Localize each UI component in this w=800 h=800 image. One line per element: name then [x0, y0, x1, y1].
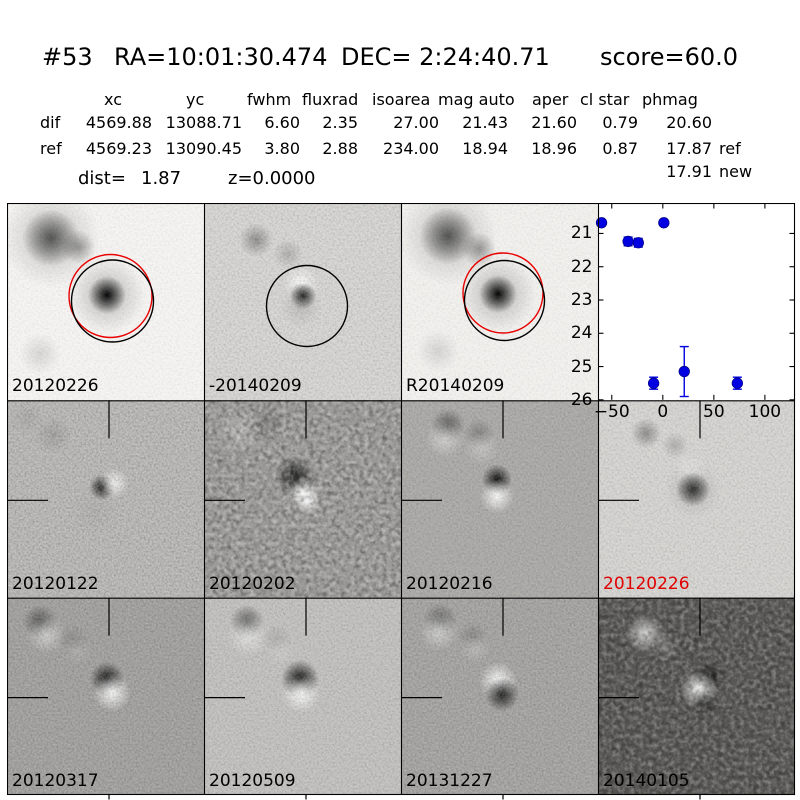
- x-tick-label-100: 100: [748, 401, 782, 422]
- cutout-label-20120317: 20120317: [12, 770, 99, 791]
- cell-ref-mag-auto: 18.94: [462, 139, 508, 158]
- data-point: [658, 217, 670, 229]
- cell-ref-cl-star: 0.87: [602, 139, 638, 158]
- cutout-figure: 20120226 -20140209 R20140209 20120122 201202…: [7, 203, 796, 800]
- dist-label: dist=: [78, 168, 126, 189]
- column-header-cl-star: cl star: [580, 90, 630, 109]
- aperture-circle: [68, 253, 153, 339]
- column-header-isoarea: isoarea: [372, 90, 431, 109]
- cutout-label-20120202: 20120202: [209, 573, 296, 594]
- data-point: [595, 217, 608, 229]
- cutout-panel-1-2: [401, 400, 598, 598]
- cell-ref-fwhm: 3.80: [264, 139, 300, 158]
- cutout-label-20120216: 20120216: [406, 573, 493, 594]
- cutout-label-20120509: 20120509: [209, 770, 296, 791]
- column-header-yc: yc: [186, 90, 205, 109]
- data-point: [622, 235, 634, 248]
- cell-dif-mag-auto: 21.43: [462, 113, 508, 132]
- cutout-label-20131227: 20131227: [406, 770, 493, 791]
- object-ra: RA=10:01:30.474: [114, 43, 328, 71]
- panel-borders: [7, 203, 796, 796]
- y-tick-label-22: 22: [570, 256, 593, 277]
- y-tick-label-24: 24: [570, 323, 593, 344]
- x-tick-label--50: −50: [593, 401, 630, 422]
- object-id: #53: [42, 43, 93, 71]
- dist-value: 1.87: [141, 168, 182, 189]
- column-header-fwhm: fwhm: [247, 90, 292, 109]
- column-header-mag-auto: mag auto: [438, 90, 515, 109]
- aperture-circle: [462, 252, 544, 334]
- column-header-fluxrad: fluxrad: [302, 90, 359, 109]
- cutout-panel-0-2: [398, 203, 598, 401]
- cutout-label--20140209: -20140209: [209, 376, 302, 397]
- cell-dif-isoarea: 27.00: [393, 113, 439, 132]
- cell-ref-phmag: 17.87: [666, 139, 712, 158]
- redshift-value: z=0.0000: [228, 168, 316, 189]
- aperture-circle: [70, 259, 155, 343]
- y-tick-label-23: 23: [570, 290, 593, 310]
- row-label-dif: dif: [40, 113, 61, 132]
- aperture-circle: [265, 264, 349, 348]
- cell-ref-aper: 18.96: [531, 139, 577, 158]
- column-header-phmag: phmag: [642, 90, 698, 109]
- cutout-label-R20140209: R20140209: [406, 376, 505, 397]
- object-dec: DEC= 2:24:40.71: [341, 43, 550, 71]
- extra-phmag-value: 17.91: [666, 162, 712, 181]
- cutout-panel-1-3: [598, 400, 795, 598]
- cutout-panel-1-1: [204, 400, 401, 598]
- cutout-label-20120226: 20120226: [603, 573, 690, 594]
- column-header-aper: aper: [532, 90, 569, 109]
- object-score: score=60.0: [600, 43, 739, 71]
- data-point: [678, 365, 690, 378]
- data-point: [632, 237, 644, 249]
- data-point: [731, 377, 743, 389]
- y-tick-label-21: 21: [570, 223, 593, 244]
- cutout-label-20120122: 20120122: [12, 573, 99, 594]
- cell-dif-fluxrad: 2.35: [322, 113, 358, 132]
- cell-dif-xc: 4569.88: [85, 113, 152, 132]
- cell-dif-phmag: 20.60: [666, 113, 712, 132]
- cutout-panel-2-0: [7, 597, 204, 800]
- cell-ref-yc: 13090.45: [165, 139, 242, 158]
- cutout-panel-2-1: [204, 597, 401, 800]
- figure-canvas: [7, 203, 796, 800]
- cutout-panel-0-1: [204, 203, 401, 401]
- suffix-new: new: [719, 162, 753, 181]
- light-curve-plot: [595, 203, 795, 401]
- cutout-label-20120226: 20120226: [12, 376, 99, 397]
- cell-dif-aper: 21.60: [531, 113, 577, 132]
- cell-dif-cl-star: 0.79: [602, 113, 638, 132]
- cutout-panel-0-0: [7, 203, 204, 401]
- y-tick-label-25: 25: [570, 356, 593, 377]
- aperture-circle: [463, 259, 546, 342]
- row-label-ref: ref: [40, 139, 62, 158]
- cell-ref-fluxrad: 2.88: [322, 139, 358, 158]
- cell-ref-xc: 4569.23: [85, 139, 152, 158]
- x-tick-label-50: 50: [703, 401, 725, 422]
- suffix-ref: ref: [719, 139, 741, 158]
- cutout-panel-2-2: [401, 597, 598, 800]
- x-tick-label-0: 0: [657, 401, 669, 422]
- cell-dif-fwhm: 6.60: [264, 113, 300, 132]
- cutout-panel-2-3: [598, 597, 795, 800]
- y-tick-label-26: 26: [570, 389, 593, 410]
- cell-ref-isoarea: 234.00: [383, 139, 439, 158]
- column-header-xc: xc: [104, 90, 122, 109]
- cutout-label-20140105: 20140105: [603, 770, 690, 791]
- cell-dif-yc: 13088.71: [165, 113, 242, 132]
- cutout-panel-1-0: [7, 400, 204, 598]
- data-point: [647, 377, 660, 389]
